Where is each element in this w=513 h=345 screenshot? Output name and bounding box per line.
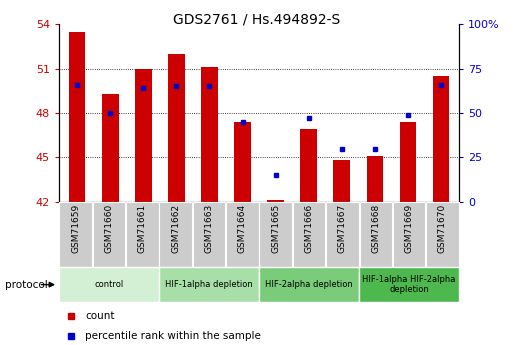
- Text: HIF-1alpha depletion: HIF-1alpha depletion: [165, 280, 253, 289]
- Text: GSM71663: GSM71663: [205, 204, 213, 253]
- Bar: [432, 76, 449, 202]
- Bar: [201, 67, 218, 202]
- Text: HIF-1alpha HIF-2alpha
depletion: HIF-1alpha HIF-2alpha depletion: [362, 275, 456, 294]
- Text: GSM71666: GSM71666: [305, 204, 313, 253]
- Bar: [59, 267, 159, 302]
- Text: GSM71670: GSM71670: [438, 204, 447, 253]
- Text: GSM71664: GSM71664: [238, 204, 247, 253]
- Bar: [360, 202, 392, 267]
- Text: GDS2761 / Hs.494892-S: GDS2761 / Hs.494892-S: [173, 12, 340, 26]
- Bar: [69, 31, 86, 202]
- Bar: [367, 156, 383, 202]
- Text: control: control: [94, 280, 124, 289]
- Bar: [126, 202, 159, 267]
- Bar: [234, 122, 251, 202]
- Bar: [326, 202, 359, 267]
- Text: GSM71659: GSM71659: [71, 204, 80, 253]
- Bar: [267, 200, 284, 202]
- Bar: [293, 202, 325, 267]
- Text: GSM71661: GSM71661: [138, 204, 147, 253]
- Bar: [260, 202, 292, 267]
- Text: GSM71660: GSM71660: [105, 204, 113, 253]
- Text: GSM71662: GSM71662: [171, 204, 180, 253]
- Bar: [93, 202, 125, 267]
- Bar: [226, 202, 259, 267]
- Text: GSM71669: GSM71669: [405, 204, 413, 253]
- Bar: [168, 54, 185, 202]
- Bar: [259, 267, 359, 302]
- Bar: [359, 267, 459, 302]
- Bar: [135, 69, 151, 202]
- Text: protocol: protocol: [5, 280, 48, 289]
- Bar: [393, 202, 425, 267]
- Bar: [426, 202, 459, 267]
- Bar: [333, 160, 350, 202]
- Text: GSM71665: GSM71665: [271, 204, 280, 253]
- Bar: [301, 129, 317, 202]
- Text: percentile rank within the sample: percentile rank within the sample: [85, 332, 261, 341]
- Bar: [193, 202, 225, 267]
- Bar: [60, 202, 92, 267]
- Bar: [102, 94, 119, 202]
- Text: GSM71668: GSM71668: [371, 204, 380, 253]
- Text: count: count: [85, 311, 114, 321]
- Text: GSM71667: GSM71667: [338, 204, 347, 253]
- Bar: [160, 202, 192, 267]
- Text: HIF-2alpha depletion: HIF-2alpha depletion: [265, 280, 353, 289]
- Bar: [159, 267, 259, 302]
- Bar: [400, 122, 416, 202]
